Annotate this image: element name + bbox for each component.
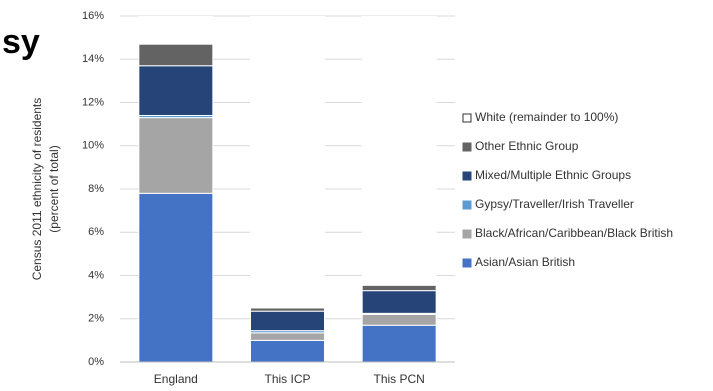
y-tick-label: 8% (88, 183, 104, 195)
legend-label: White (remainder to 100%) (475, 110, 618, 124)
bar-segment (361, 324, 437, 362)
bar-segment (250, 310, 325, 332)
y-axis-label: Census 2011 ethnicity of residents (30, 98, 44, 281)
bar-segment (250, 16, 325, 309)
legend-label: Gypsy/Traveller/Irish Traveller (475, 197, 634, 211)
bar-segment (361, 284, 437, 292)
bar-segment (138, 16, 214, 45)
y-tick-label: 10% (82, 140, 104, 152)
y-tick-label: 2% (88, 313, 104, 325)
legend-swatch (462, 229, 472, 239)
x-tick-label: This PCN (373, 372, 424, 386)
legend-swatch (462, 200, 472, 210)
bar-segment (250, 332, 325, 341)
bar-segment (138, 43, 214, 67)
bar-segment (361, 290, 437, 314)
y-tick-label: 16% (82, 10, 104, 22)
bar-segment (138, 192, 214, 362)
bar-segment (361, 313, 437, 326)
legend-label: Other Ethnic Group (475, 139, 579, 153)
legend-swatch (462, 142, 472, 152)
bar-segment (361, 16, 437, 286)
y-tick-label: 12% (82, 96, 104, 108)
chart-title: sy (2, 23, 40, 61)
x-tick-label: This ICP (264, 372, 310, 386)
y-tick-label: 14% (82, 53, 104, 65)
legend-label: Asian/Asian British (475, 255, 575, 269)
legend-swatch (462, 113, 472, 123)
x-tick-label: England (154, 372, 198, 386)
bar-segment (138, 65, 214, 116)
y-tick-label: 4% (88, 269, 104, 281)
legend-label: Mixed/Multiple Ethnic Groups (475, 168, 631, 182)
y-tick-label: 0% (88, 356, 104, 368)
legend-swatch (462, 258, 472, 268)
bar-segment (138, 117, 214, 194)
bar-segment (250, 339, 325, 362)
legend-swatch (462, 171, 472, 181)
y-axis-label: (percent of total) (47, 145, 61, 232)
y-tick-label: 6% (88, 226, 104, 238)
bars (138, 16, 437, 362)
legend-label: Black/African/Caribbean/Black British (475, 226, 673, 240)
